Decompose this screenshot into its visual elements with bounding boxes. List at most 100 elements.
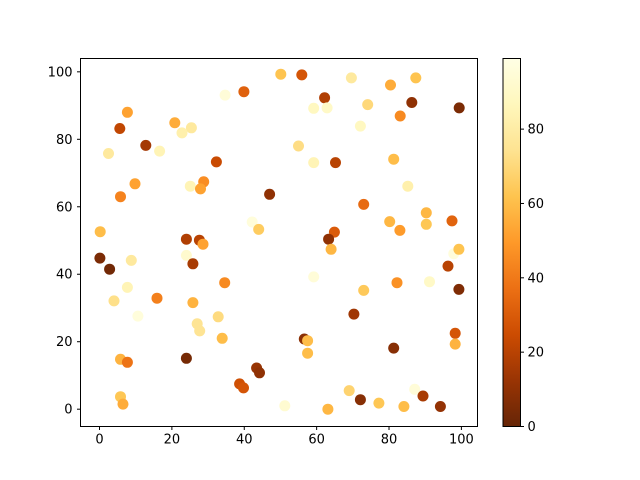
scatter-point [388,153,400,165]
scatter-point [449,338,461,350]
colorbar-tick-label: 40 [528,271,545,286]
x-tick-label: 80 [381,433,398,448]
x-tick-label: 0 [95,433,103,448]
scatter-point [180,233,192,245]
scatter-point [121,281,133,293]
scatter-point [362,99,374,111]
scatter-point [323,233,335,245]
colorbar-tick-label: 0 [528,420,536,435]
scatter-point [115,191,126,203]
scatter-point [354,394,366,406]
scatter-point [125,254,137,266]
scatter-point [197,238,209,250]
scatter-point [449,327,461,339]
scatter-point [296,69,308,81]
scatter-point [219,277,231,289]
scatter-point [293,140,304,152]
scatter-point [212,311,224,323]
scatter-point [253,223,265,235]
scatter-point [219,89,231,101]
scatter-point [169,117,181,129]
scatter-point [275,68,287,80]
scatter-point [343,385,355,397]
scatter-point [264,188,276,200]
scatter-point [187,297,199,309]
scatter-point [114,123,126,134]
scatter-point [132,310,144,322]
scatter-point [345,72,357,84]
scatter-point [417,390,429,402]
scatter-point [180,352,192,364]
scatter-point [434,401,446,412]
scatter-point [117,398,129,410]
scatter-point [410,72,422,84]
scatter-point [330,157,341,169]
scatter-point [406,97,418,108]
scatter-point [151,292,163,304]
scatter-point [302,335,314,347]
y-tick-label: 0 [64,403,72,418]
scatter-point [388,342,400,354]
scatter-point [321,102,333,114]
y-tick-label: 100 [48,65,73,80]
colorbar-gradient [503,58,521,427]
scatter-point [254,367,265,379]
scatter-point [246,216,258,228]
scatter-point [184,180,196,192]
y-tick-label: 40 [56,268,73,283]
scatter-point [194,325,206,337]
scatter-point [187,258,199,270]
scatter-point [354,120,366,132]
scatter-point [210,156,222,168]
scatter-point [453,283,465,295]
scatter-point [325,243,337,255]
scatter-point [121,356,133,368]
scatter-point [358,284,370,296]
scatter-point [216,332,228,344]
scatter-point [154,145,166,157]
colorbar-tick-label: 20 [528,346,545,361]
scatter-point [442,260,454,272]
scatter-point [180,249,192,261]
scatter-point [195,183,206,195]
scatter-point [385,79,396,91]
scatter-point [453,243,465,255]
scatter-point [104,263,116,275]
y-tick-label: 20 [56,335,73,350]
scatter-point [446,215,458,227]
colorbar-frame [502,58,521,427]
scatter-point [140,139,152,151]
x-tick-label: 40 [236,433,253,448]
scatter-point [394,224,406,236]
scatter-point [373,397,385,409]
scatter-point [185,122,197,134]
scatter-point [384,216,396,228]
scatter-point [94,252,106,264]
scatter-point [322,403,334,415]
scatter-point [108,295,120,307]
scatter-point [398,401,410,412]
scatter-point [394,110,406,122]
scatter-point [308,271,320,283]
scatter-point [176,127,188,139]
scatter-point [453,102,465,114]
y-tick-label: 60 [56,200,73,215]
scatter-point [420,207,432,219]
y-tick-label: 80 [56,133,73,148]
axes-frame [80,58,478,427]
scatter-point [319,92,331,104]
scatter-point [402,180,414,192]
x-tick-label: 60 [308,433,325,448]
scatter-point [302,347,314,359]
scatter-point [391,277,403,289]
colorbar-tick-label: 60 [528,197,545,212]
scatter-point [308,102,320,114]
scatter-point [420,218,432,230]
scatter-point [308,157,320,169]
scatter-point [409,383,421,395]
scatter-point [238,86,250,98]
scatter-point [358,198,370,210]
colorbar-tick-label: 80 [528,123,545,138]
